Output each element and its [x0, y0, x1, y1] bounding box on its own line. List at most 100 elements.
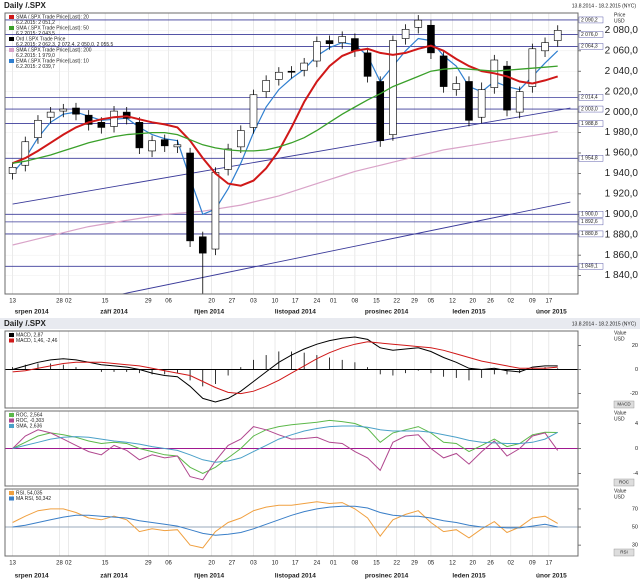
date-range: 13.8.2014 - 18.2.2015 (NYC) [572, 3, 637, 9]
legend-label: MACD, 2,87 [16, 332, 43, 338]
y-axis-label: USD [614, 336, 625, 342]
candle-body [224, 148, 232, 170]
x-tick-label: 27 [229, 561, 236, 567]
level-label-box [578, 155, 604, 162]
legend-swatch [9, 496, 14, 501]
series-line [12, 65, 558, 164]
level-label: 2 076,0 [581, 32, 598, 38]
x-tick-label: 12 [449, 561, 456, 567]
x-month-label: srpen 2014 [15, 573, 49, 580]
legend-label: ROC, -0,303 [16, 418, 44, 424]
legend-label: EMA /.SPX Trade Price(Last): 10 [16, 58, 89, 64]
level-label: 2 090,2 [581, 17, 598, 23]
legend-value: 6.2.2015: 2 051,2 [16, 20, 55, 26]
level-label-box [578, 43, 604, 50]
x-tick-label: 20 [208, 561, 215, 567]
panel-tag-box [613, 478, 635, 487]
x-tick-label: 03 [250, 299, 257, 305]
x-month-label: únor 2015 [536, 309, 567, 316]
y-tick-label: 1 980,0 [605, 127, 639, 138]
y-tick-label: 1 940,0 [605, 168, 639, 179]
y-axis-label: Price [614, 12, 626, 18]
x-tick-label: 20 [469, 561, 476, 567]
candle-body [122, 111, 131, 119]
y-tick-label: 30 [632, 543, 638, 549]
x-month-label: leden 2015 [452, 309, 486, 316]
trendline [12, 107, 571, 205]
y-tick-label: 0 [635, 367, 638, 373]
x-tick-label: 03 [250, 561, 257, 567]
legend-swatch [9, 424, 14, 428]
legend-label: Ord /.SPX Trade Price [16, 36, 66, 42]
legend-label: ROC, 2,564 [16, 412, 43, 418]
plot-area [5, 411, 578, 486]
candle-body [186, 152, 194, 242]
panel-header [0, 318, 640, 329]
x-tick-label: 29 [411, 561, 418, 567]
y-axis-label: USD [614, 494, 625, 500]
y-tick-label: 2 060,0 [605, 45, 639, 56]
legend-swatch [9, 333, 14, 337]
x-tick-label: 27 [229, 299, 236, 305]
y-axis-label: USD [614, 18, 625, 24]
y-tick-label: 1 920,0 [605, 189, 639, 200]
series-line [12, 341, 558, 395]
y-tick-label: 20 [632, 343, 638, 349]
plot-frame [4, 488, 579, 557]
x-month-label: září 2014 [100, 309, 128, 316]
x-tick-label: 22 [393, 561, 400, 567]
plot-frame [4, 12, 579, 295]
candle-body [211, 172, 220, 250]
plot-frame [4, 410, 579, 487]
x-tick-label: 10 [272, 561, 279, 567]
candle-body [389, 40, 397, 135]
x-tick-label: 09 [529, 299, 536, 305]
candle-body [300, 62, 308, 71]
level-label-box [578, 16, 604, 24]
series-line [12, 425, 558, 463]
legend-label: SMA /.SPX Trade Price(Last): 20 [16, 14, 89, 20]
y-tick-label: 50 [632, 524, 638, 530]
x-tick-label: 06 [165, 561, 172, 567]
legend-label: SMA /.SPX Trade Price(Last): 200 [16, 47, 92, 53]
y-tick-label: 70 [632, 506, 638, 512]
level-label: 2 014,4 [581, 95, 598, 101]
y-tick-label: 1 880,0 [605, 229, 639, 240]
candle-body [84, 114, 93, 125]
candle-body [148, 140, 156, 152]
trendline [119, 201, 571, 294]
x-tick-label: 24 [314, 299, 321, 305]
candle-body [97, 122, 106, 128]
candle-body [8, 166, 17, 174]
x-tick-label: 02 [65, 299, 72, 305]
legend-swatch [9, 37, 14, 41]
legend-swatch [9, 413, 14, 417]
series-line [12, 501, 558, 549]
series-line [12, 505, 558, 536]
level-label-box [578, 31, 604, 38]
x-tick-label: 15 [373, 299, 380, 305]
x-tick-label: 26 [487, 561, 494, 567]
x-tick-label: 05 [428, 561, 435, 567]
x-tick-label: 17 [292, 561, 299, 567]
candle-body [249, 94, 258, 128]
date-range: 13.8.2014 - 18.2.2015 (NYC) [572, 321, 637, 327]
candle-body [477, 89, 486, 118]
level-label-box [578, 120, 604, 127]
x-tick-label: 10 [272, 299, 279, 305]
level-label: 2 064,3 [581, 44, 598, 50]
legend-label: RSI, 54,035 [16, 490, 43, 496]
candle-body [237, 130, 245, 148]
level-label: 1 880,8 [581, 231, 598, 237]
x-month-label: říjen 2014 [194, 309, 224, 316]
x-month-label: říjen 2014 [194, 573, 224, 580]
x-month-label: listopad 2014 [275, 309, 317, 316]
x-month-label: srpen 2014 [15, 309, 49, 316]
legend-swatch [9, 491, 14, 495]
legend-value: 6.2.2015: 2 039,7 [16, 64, 55, 70]
y-tick-label: 1 960,0 [605, 148, 639, 159]
x-month-label: únor 2015 [536, 573, 567, 580]
